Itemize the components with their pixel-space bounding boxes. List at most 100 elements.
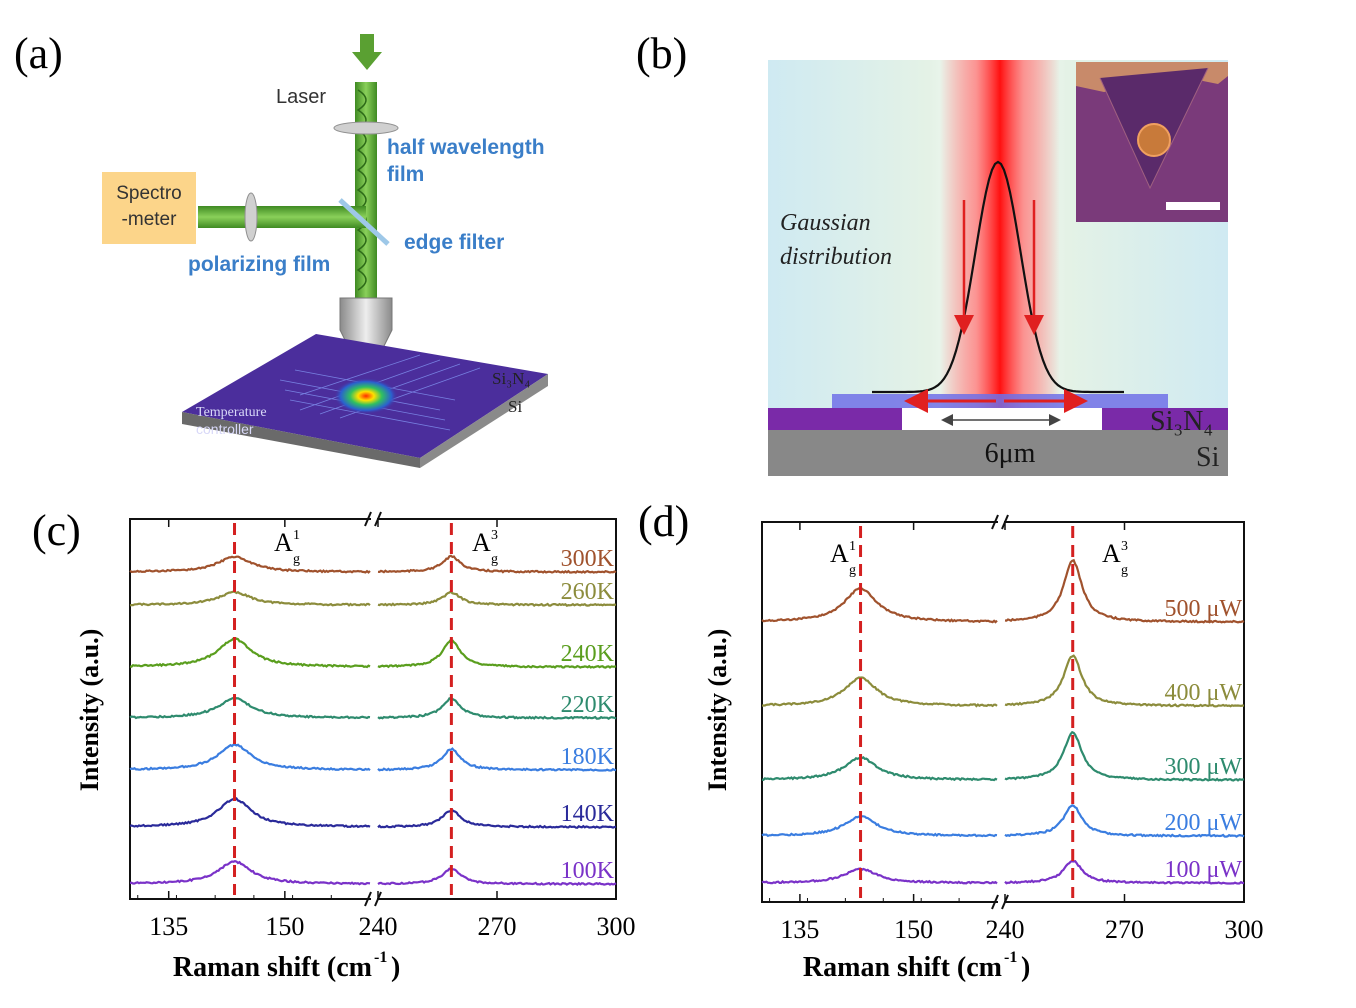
panel-d-xlabel: Raman shift (cm [803,952,1002,983]
panel-c-frame [129,518,617,900]
panel-d-ticks: 135 150 240 270 300 [769,514,1264,944]
half-wave-plate-icon [333,121,399,135]
svg-text:3: 3 [491,528,498,543]
x-tick-label: 300 [1225,915,1264,944]
series-line-500-μW [761,587,998,624]
series-label: 140K [561,801,615,827]
svg-text:A: A [274,528,293,557]
polarizer-icon [244,192,258,242]
series-label: 300K [561,546,615,572]
laser-beam-horizontal [198,206,366,228]
panel-c-peak2-label: A 3 g [472,528,498,567]
series-label: 260K [561,579,615,605]
series-line-100-μW [761,867,998,885]
x-tick-label: 135 [780,915,819,944]
series-label: 100K [561,858,615,884]
panel-c-series-labels: 300K 260K 240K 220K 180K 140K 100K [561,546,615,884]
stage-side [420,374,548,468]
series-line-400-μW [1004,654,1245,708]
si-label-b: Si [1196,442,1220,473]
panel-c-xlabel-end: ) [391,952,400,983]
series-line-240K [377,638,617,669]
panel-c-curves [129,554,617,886]
x-tick-label: 240 [986,915,1025,944]
polarizing-label: polarizing film [188,253,330,276]
series-line-300K [129,555,371,574]
width-label: 6μm [985,438,1036,469]
si3n4-label-b: Si₃N₄ [1150,406,1213,437]
series-label: 100 μW [1164,857,1242,883]
svg-text:A: A [472,528,491,557]
axis-break-mark [364,511,372,527]
series-label: 200 μW [1164,810,1242,836]
svg-text:g: g [491,552,498,567]
panel-c-peak1-label: A 1 g [274,528,300,567]
axis-break-mark [991,514,999,530]
half-wave-label-2: film [387,163,424,186]
series-line-260K [377,590,617,607]
edge-filter-label: edge filter [404,231,504,254]
svg-text:g: g [849,563,856,578]
axis-break-mark [991,894,999,910]
series-line-300K [377,554,617,574]
panel-c: (c) Intensity (a.u.) Raman shift (cm -1 … [32,506,636,983]
series-line-180K [377,747,617,772]
x-tick-label: 150 [265,912,304,941]
series-line-220K [129,696,371,720]
spectrometer-label-1: Spectro [116,183,181,204]
panel-c-xlabel: Raman shift (cm [173,952,372,983]
panel-d-label: (d) [638,497,689,546]
series-line-200-μW [1004,804,1245,838]
series-line-140K [377,809,617,829]
si-label-a: Si [508,397,522,416]
laser-label: Laser [276,86,326,108]
stage-front [182,412,420,468]
panel-c-ticks: 135 150 240 270 300 [137,511,636,941]
series-label: 180K [561,744,615,770]
series-line-240K [129,637,371,669]
half-wave-label-1: half wavelength [387,136,545,159]
panel-c-xlabel-sup: -1 [374,949,387,966]
panel-d-xlabel-end: ) [1021,952,1030,983]
series-line-220K [377,696,617,721]
inset-hole [1137,123,1171,157]
panel-d-curves [761,558,1245,885]
x-tick-label: 270 [1105,915,1144,944]
spectrometer-label-2: -meter [122,209,178,230]
series-line-100-μW [1004,859,1245,885]
x-tick-label: 300 [597,912,636,941]
panel-d-xlabel-sup: -1 [1004,949,1017,966]
gaussian-label-2: distribution [780,244,892,270]
panel-d-peak2-label: A 3 g [1102,539,1128,578]
panel-c-ylabel: Intensity (a.u.) [75,629,104,792]
panel-b-label: (b) [636,29,687,78]
series-label: 240K [561,641,615,667]
series-line-500-μW [1004,558,1245,624]
series-line-300-μW [761,756,998,782]
series-label: 500 μW [1164,596,1242,622]
svg-text:3: 3 [1121,539,1128,554]
laser-spot-icon [334,378,398,414]
panel-d-peak1-label: A 1 g [830,539,856,578]
series-label: 400 μW [1164,680,1242,706]
axis-break-bottom [998,899,1004,905]
down-arrow-icon [352,34,382,70]
gaussian-label-1: Gaussian [780,210,871,236]
spectrometer-box [102,172,196,244]
panel-d-frame [761,521,1245,903]
flake-layer [832,394,1168,408]
axis-break-mark [364,891,372,907]
edge-filter-icon [338,198,390,246]
series-line-180K [129,743,371,772]
series-line-140K [129,796,371,829]
series-line-260K [129,590,371,607]
x-tick-label: 240 [359,912,398,941]
axis-break-top [371,516,377,522]
si-layer [768,430,1228,476]
si3n4-label-a: Si₃N₄ [492,369,530,388]
panel-d-ylabel: Intensity (a.u.) [703,629,732,792]
axis-break-bottom [371,896,377,902]
axis-break-top [998,519,1004,525]
temp-label-2: controller [196,421,254,437]
